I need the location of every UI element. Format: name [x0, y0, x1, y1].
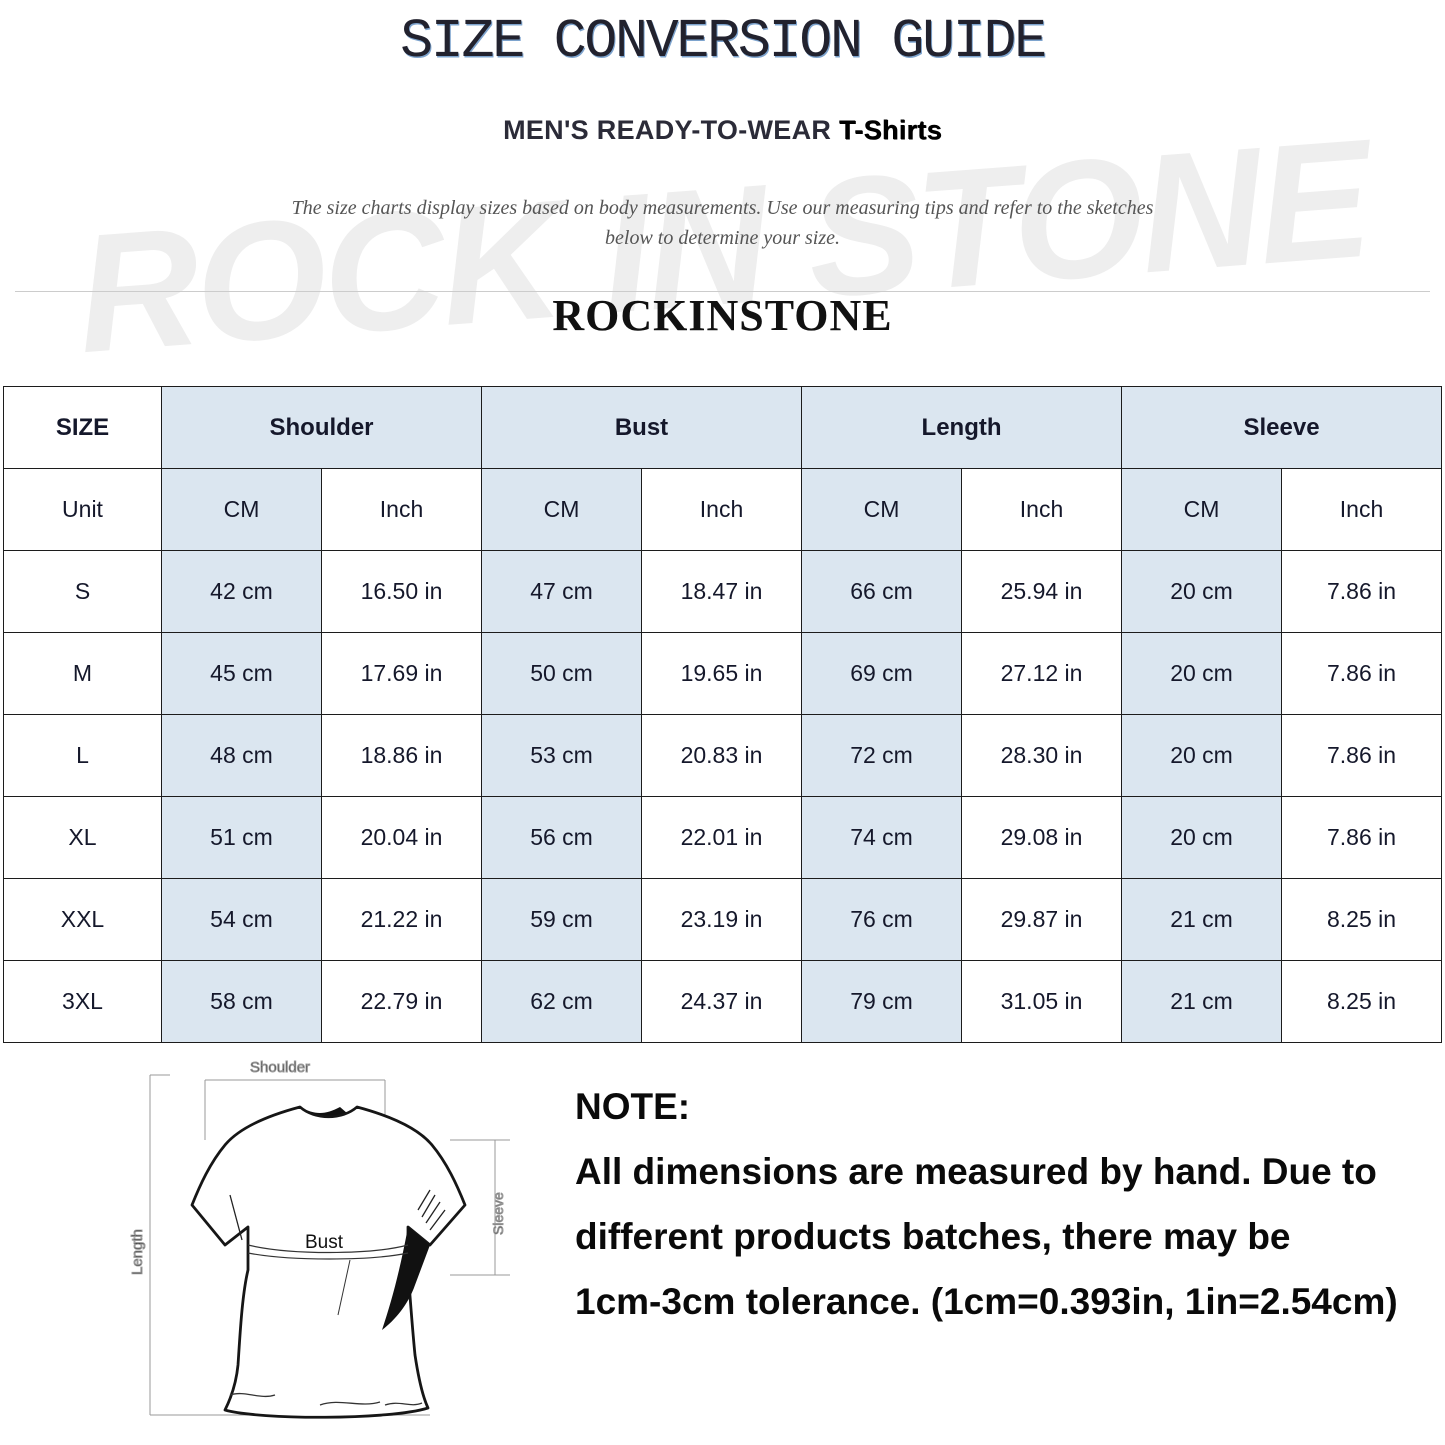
svg-text:Bust: Bust	[305, 1232, 344, 1253]
svg-text:Shoulder: Shoulder	[250, 1059, 310, 1076]
svg-text:Length: Length	[130, 1229, 146, 1275]
svg-text:Sleeve: Sleeve	[490, 1192, 506, 1235]
